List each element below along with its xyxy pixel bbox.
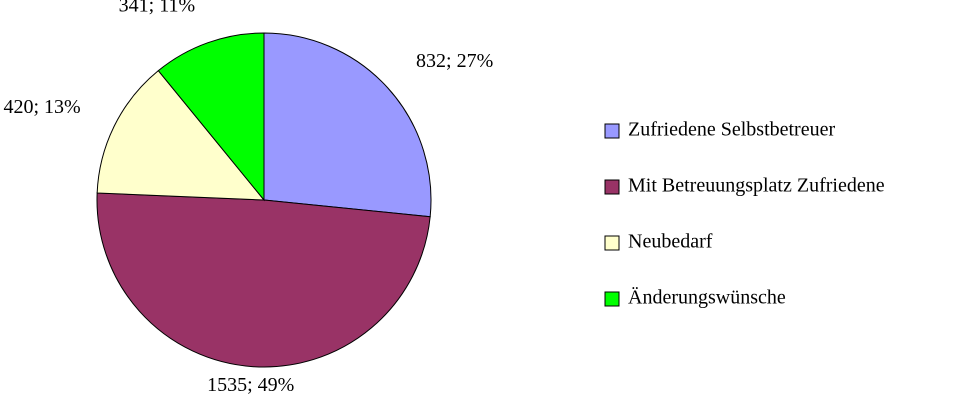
data-label: 420; 13% [3, 96, 80, 118]
legend-swatch [604, 291, 620, 307]
legend-label: Änderungswünsche [628, 286, 786, 309]
pie-slice [96, 69, 266, 201]
legend-label: Mit Betreuungsplatz Zufriedene [628, 175, 885, 197]
pie-slice [157, 32, 265, 202]
data-label: 1535; 49% [207, 374, 294, 396]
data-label: 832; 27% [416, 50, 493, 72]
pie-slice [263, 32, 432, 218]
legend-swatch [604, 123, 620, 139]
pie-slice [96, 192, 431, 368]
data-label: 341; 11% [119, 0, 195, 16]
legend-swatch [604, 179, 620, 195]
legend-swatch [604, 235, 620, 251]
legend-label: Zufriedene Selbstbetreuer [628, 119, 835, 141]
legend-label: Neubedarf [628, 231, 713, 253]
